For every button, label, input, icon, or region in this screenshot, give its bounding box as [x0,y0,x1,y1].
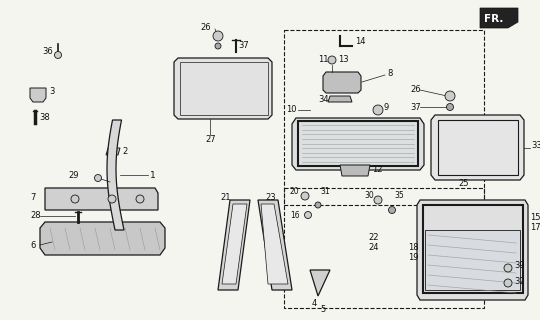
Circle shape [504,279,512,287]
Bar [284,30,484,205]
Text: 14: 14 [355,37,366,46]
Polygon shape [45,188,158,210]
Text: 7: 7 [30,193,36,202]
Circle shape [388,206,395,213]
Circle shape [305,212,312,219]
Text: 24: 24 [368,244,379,252]
Circle shape [55,52,62,59]
Bar [438,120,518,175]
Text: 31: 31 [320,188,329,196]
Polygon shape [222,204,247,284]
Text: 1: 1 [150,171,156,180]
Polygon shape [258,200,292,290]
Text: 2: 2 [122,147,127,156]
Circle shape [94,174,102,181]
Text: 38: 38 [39,113,50,122]
Polygon shape [111,225,128,240]
Polygon shape [174,58,272,119]
Text: 15: 15 [530,213,540,222]
Circle shape [108,195,116,203]
Text: 28: 28 [30,212,40,220]
Text: 39: 39 [514,261,525,270]
Text: 20: 20 [290,188,300,196]
Polygon shape [340,165,370,176]
Bar [298,121,418,166]
Bar [180,62,268,115]
Text: 11: 11 [318,55,328,65]
Text: 4: 4 [312,299,318,308]
Text: 9: 9 [384,103,389,113]
Bar [423,205,523,293]
Text: 37: 37 [410,102,421,111]
Polygon shape [310,270,330,296]
Polygon shape [417,200,528,300]
Polygon shape [261,204,288,284]
Circle shape [71,195,79,203]
Circle shape [136,195,144,203]
Circle shape [215,43,221,49]
Text: 33: 33 [531,141,540,150]
Polygon shape [328,96,352,102]
Circle shape [504,264,512,272]
Polygon shape [425,230,520,290]
Polygon shape [40,222,165,255]
Text: 26: 26 [200,23,211,33]
Bar [284,188,484,308]
Circle shape [445,91,455,101]
Text: 32: 32 [514,277,525,286]
Text: 10: 10 [286,106,296,115]
Polygon shape [30,88,46,102]
Text: 30: 30 [364,191,374,201]
Circle shape [447,103,454,110]
Text: 17: 17 [530,223,540,233]
Text: 13: 13 [338,55,349,65]
Circle shape [373,105,383,115]
Circle shape [213,31,223,41]
Text: 3: 3 [49,87,55,97]
Polygon shape [107,120,124,230]
Text: 22: 22 [368,234,379,243]
Polygon shape [106,148,120,155]
Text: 16: 16 [290,211,300,220]
Text: 37: 37 [238,42,249,51]
Text: 29: 29 [68,171,78,180]
Text: 8: 8 [387,68,393,77]
Text: 21: 21 [220,193,231,202]
Text: 35: 35 [394,191,404,201]
Text: 27: 27 [205,135,215,145]
Text: 12: 12 [372,165,382,174]
Text: 34: 34 [318,94,329,103]
Text: 26: 26 [410,85,421,94]
Circle shape [315,202,321,208]
Text: 19: 19 [408,253,418,262]
Text: 25: 25 [458,179,469,188]
Text: 23: 23 [265,193,275,202]
Polygon shape [480,8,518,28]
Text: 6: 6 [30,241,36,250]
Polygon shape [218,200,250,290]
Circle shape [374,196,382,204]
Text: 18: 18 [408,244,418,252]
Polygon shape [431,115,524,180]
Text: 36: 36 [42,46,53,55]
Circle shape [328,56,336,64]
Polygon shape [323,72,361,93]
Text: FR.: FR. [484,14,503,24]
Text: 5: 5 [320,306,325,315]
Polygon shape [292,118,424,170]
Circle shape [301,192,309,200]
